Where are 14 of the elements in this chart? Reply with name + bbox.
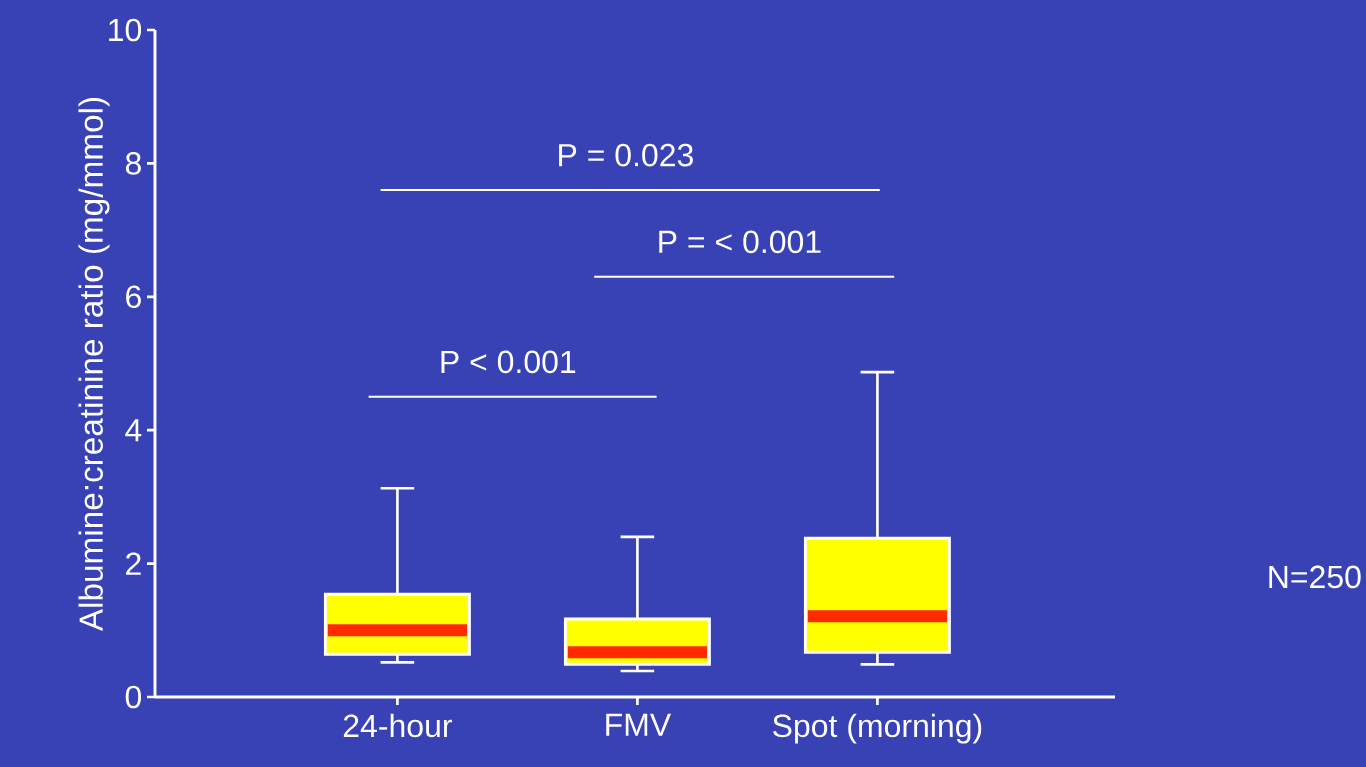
y-tick-label: 4 [125, 419, 142, 442]
y-axis-title: Albumine:creatinine ratio (mg/mmol) [78, 97, 110, 632]
y-tick-label: 6 [126, 285, 141, 309]
x-tick-label: 24-hour [343, 713, 452, 738]
y-tick-label: 8 [125, 152, 141, 175]
annotation: P = 0.023 [559, 143, 693, 167]
y-tick-label: 2 [126, 552, 141, 575]
text: N=250 [1269, 565, 1361, 589]
x-tick-label: Spot (morning) [773, 713, 982, 744]
y-tick-label: 0 [125, 685, 142, 709]
annotation: P = < 0.001 [659, 230, 821, 254]
annotation: P < 0.001 [441, 350, 576, 374]
y-tick-label: 10 [109, 18, 142, 42]
x-tick-label: FMV [606, 713, 672, 736]
